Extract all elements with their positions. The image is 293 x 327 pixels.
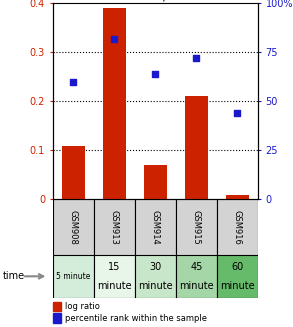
Text: GSM915: GSM915: [192, 210, 201, 245]
Text: minute: minute: [97, 281, 132, 291]
Text: minute: minute: [220, 281, 255, 291]
Point: [153, 71, 158, 77]
Bar: [176, 255, 217, 298]
Text: 5 minute: 5 minute: [56, 272, 91, 281]
Bar: [176, 199, 217, 255]
Bar: [53, 199, 94, 255]
Text: percentile rank within the sample: percentile rank within the sample: [65, 314, 207, 322]
Bar: [94, 199, 135, 255]
Point: [235, 111, 240, 116]
Text: 45: 45: [190, 262, 202, 272]
Bar: [135, 199, 176, 255]
Bar: [144, 165, 166, 199]
Text: minute: minute: [138, 281, 173, 291]
Text: minute: minute: [179, 281, 214, 291]
Bar: [94, 255, 135, 298]
Text: log ratio: log ratio: [65, 302, 100, 311]
Bar: [53, 302, 61, 311]
Text: time: time: [3, 271, 25, 281]
Bar: [185, 96, 208, 199]
Text: 60: 60: [231, 262, 243, 272]
Bar: [135, 255, 176, 298]
Bar: [217, 199, 258, 255]
Bar: [226, 195, 249, 199]
Point: [194, 56, 199, 61]
Text: 30: 30: [149, 262, 161, 272]
Bar: [217, 255, 258, 298]
Bar: [62, 146, 85, 199]
Text: GSM916: GSM916: [233, 210, 242, 245]
Text: GSM913: GSM913: [110, 210, 119, 245]
Bar: [53, 255, 94, 298]
Title: GDS33 / 588: GDS33 / 588: [116, 0, 195, 2]
Point: [112, 36, 117, 41]
Text: GSM914: GSM914: [151, 210, 160, 245]
Text: 15: 15: [108, 262, 120, 272]
Text: GSM908: GSM908: [69, 210, 78, 245]
Point: [71, 79, 76, 84]
Bar: [103, 8, 126, 199]
Bar: [53, 313, 61, 322]
